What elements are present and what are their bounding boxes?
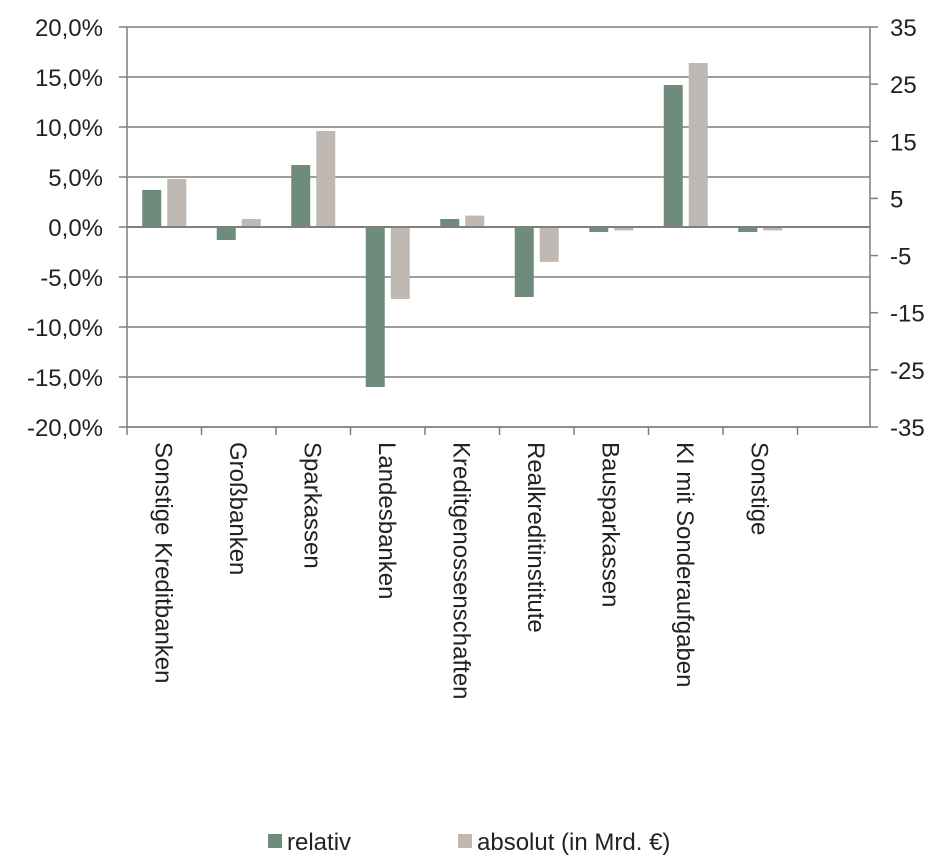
bar-relativ bbox=[365, 227, 385, 387]
category-label: Großbanken bbox=[224, 442, 251, 575]
left-tick-label: -10,0% bbox=[27, 315, 103, 342]
legend-swatch bbox=[268, 834, 282, 848]
bar-absolut bbox=[167, 179, 187, 227]
left-tick-label: -15,0% bbox=[27, 365, 103, 392]
right-tick-label: -35 bbox=[890, 415, 925, 442]
category-label: Sonstige bbox=[745, 442, 772, 535]
legend-label: relativ bbox=[287, 829, 351, 856]
category-label: Landesbanken bbox=[373, 442, 400, 599]
right-tick-label: 35 bbox=[890, 15, 917, 42]
left-tick-label: 0,0% bbox=[48, 215, 103, 242]
left-tick-label: -5,0% bbox=[40, 265, 103, 292]
category-label: Kreditgenossenschaften bbox=[447, 442, 474, 700]
bar-relativ bbox=[440, 219, 460, 227]
bar-absolut bbox=[465, 215, 485, 227]
category-label: Bausparkassen bbox=[596, 442, 623, 607]
left-tick-label: 20,0% bbox=[35, 15, 103, 42]
left-tick-label: 10,0% bbox=[35, 115, 103, 142]
left-tick-label: 5,0% bbox=[48, 165, 103, 192]
left-axis-ticks: 20,0% 15,0% 10,0% 5,0% 0,0% -5,0% -10,0% -15,0%… bbox=[27, 15, 127, 442]
category-label: Realkreditinstitute bbox=[522, 442, 549, 633]
left-tick-label: 15,0% bbox=[35, 65, 103, 92]
right-tick-label: -15 bbox=[890, 301, 925, 328]
legend-label: absolut (in Mrd. €) bbox=[477, 829, 670, 856]
bar-relativ bbox=[738, 227, 758, 232]
bars bbox=[127, 63, 870, 387]
legend-swatch bbox=[458, 834, 472, 848]
right-tick-label: -5 bbox=[890, 244, 911, 271]
right-tick-label: -25 bbox=[890, 358, 925, 385]
bar-relativ bbox=[216, 227, 236, 240]
bar-relativ bbox=[291, 165, 311, 227]
category-labels: Sonstige Kreditbanken Großbanken Sparkasse… bbox=[149, 442, 772, 700]
bar-relativ bbox=[589, 227, 609, 232]
right-tick-label: 15 bbox=[890, 129, 917, 156]
left-tick-label: -20,0% bbox=[27, 415, 103, 442]
right-tick-label: 5 bbox=[890, 186, 903, 213]
bar-relativ bbox=[663, 85, 683, 227]
bar-absolut bbox=[763, 227, 783, 231]
axes bbox=[126, 27, 871, 435]
bar-relativ bbox=[142, 190, 162, 227]
right-tick-label: 25 bbox=[890, 72, 917, 99]
category-label: Sparkassen bbox=[298, 442, 325, 569]
bar-absolut bbox=[390, 227, 410, 299]
category-label: Sonstige Kreditbanken bbox=[149, 442, 176, 684]
bar-absolut bbox=[539, 227, 559, 262]
bar-absolut bbox=[316, 131, 336, 227]
legend: relativ absolut (in Mrd. €) bbox=[268, 829, 670, 856]
bar-absolut bbox=[688, 63, 708, 227]
category-label: KI mit Sonderaufgaben bbox=[671, 442, 698, 688]
right-axis-ticks: 35 25 15 5 -5 -15 -25 -35 bbox=[870, 15, 925, 442]
bar-absolut bbox=[614, 227, 634, 231]
bar-relativ bbox=[514, 227, 534, 297]
bar-absolut bbox=[241, 219, 261, 227]
